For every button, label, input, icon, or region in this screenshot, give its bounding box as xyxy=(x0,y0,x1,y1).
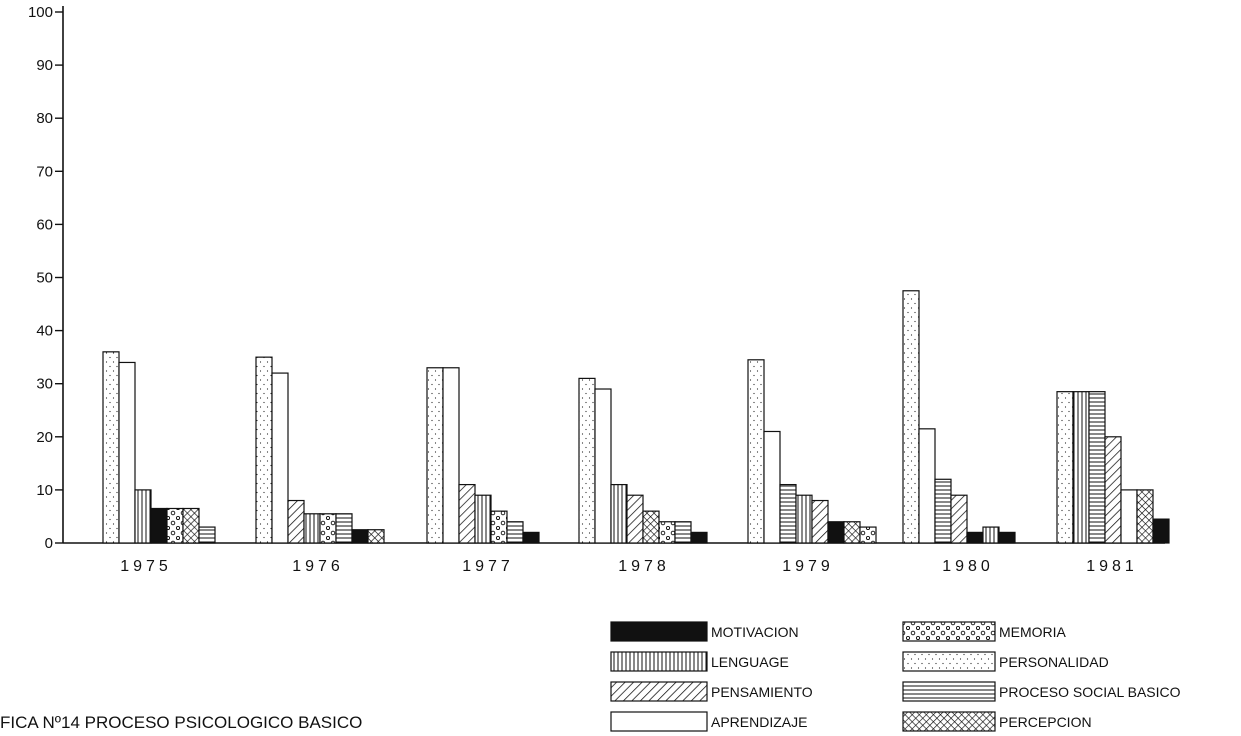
y-tick-label: 10 xyxy=(36,482,53,499)
y-tick-label: 50 xyxy=(36,270,53,287)
bar-personalidad-1977 xyxy=(426,367,444,544)
x-tick-label: 1975 xyxy=(120,558,172,575)
y-tick-label: 20 xyxy=(36,429,53,446)
bar-proceso-social-basico-1977 xyxy=(506,521,524,544)
bar-aprendizaje-1978 xyxy=(594,388,612,544)
bar-lenguage-1979 xyxy=(795,494,813,544)
legend-swatch-percepcion xyxy=(902,711,996,732)
y-tick-label: 80 xyxy=(36,110,53,127)
bar-percepcion-1975 xyxy=(182,507,200,544)
x-tick-label: 1981 xyxy=(1086,558,1138,575)
y-tick-label: 100 xyxy=(28,4,53,21)
bar-percepcion-1979 xyxy=(843,521,861,544)
legend-label-percepcion: PERCEPCION xyxy=(999,714,1092,730)
bar-memoria-1979 xyxy=(859,526,877,544)
bar-lenguage-1981 xyxy=(1072,391,1090,544)
bar-aprendizaje-1975 xyxy=(118,361,136,544)
bar-lenguage-1977 xyxy=(474,494,492,544)
legend-swatch-motivacion xyxy=(610,621,708,642)
bar-percepcion-1978 xyxy=(642,510,660,544)
bar-pensamiento-1978 xyxy=(626,494,644,544)
legend-swatch-aprendizaje xyxy=(610,711,708,732)
bar-motivacion-1981 xyxy=(1152,518,1170,544)
bar-aprendizaje-1981 xyxy=(1120,489,1138,544)
bar-motivacion-1980 xyxy=(966,531,984,544)
bar-proceso-social-basico-1975 xyxy=(198,526,216,544)
bar-personalidad-1981 xyxy=(1056,391,1074,544)
x-tick-label: 1980 xyxy=(942,558,994,575)
bar-motivacion-1978 xyxy=(690,531,708,544)
bar-aprendizaje-1980 xyxy=(918,428,936,544)
y-tick-label: 90 xyxy=(36,57,53,74)
y-tick-label: 70 xyxy=(36,163,53,180)
x-tick-label: 1976 xyxy=(292,558,344,575)
chart-title: FICA Nº14 PROCESO PSICOLOGICO BASICO xyxy=(0,713,362,732)
bar-memoria-1978 xyxy=(658,521,676,544)
bar-personalidad-1976 xyxy=(255,356,273,544)
bar-memoria-1975 xyxy=(166,507,184,544)
legend-label-proceso-social-basico: PROCESO SOCIAL BASICO xyxy=(999,684,1181,700)
y-tick-label: 0 xyxy=(45,535,53,552)
legend-label-personalidad: PERSONALIDAD xyxy=(999,654,1109,670)
x-tick-label: 1978 xyxy=(618,558,670,575)
bar-pensamiento-1977 xyxy=(458,483,476,544)
bar-motivacion-1975 xyxy=(150,507,168,544)
x-tick-label: 1979 xyxy=(782,558,834,575)
legend-label-lenguage: LENGUAGE xyxy=(711,654,789,670)
y-tick-label: 60 xyxy=(36,216,53,233)
legend-swatch-personalidad xyxy=(902,651,996,672)
bar-pensamiento-1979 xyxy=(811,499,829,544)
bar-memoria-1976 xyxy=(319,513,337,544)
bar-personalidad-1978 xyxy=(578,377,596,544)
legend-label-aprendizaje: APRENDIZAJE xyxy=(711,714,807,730)
bar-aprendizaje-1977 xyxy=(442,367,460,544)
bar-pensamiento-1980 xyxy=(950,494,968,544)
bar-aprendizaje-1976 xyxy=(271,372,289,544)
bar-lenguage-1980 xyxy=(982,526,1000,544)
legend-swatch-lenguage xyxy=(610,651,708,672)
bar-motivacion-1979 xyxy=(827,521,845,544)
bar-lenguage-1975 xyxy=(134,489,152,544)
bar-percepcion-1981 xyxy=(1136,489,1154,544)
bar-motivacion-1977 xyxy=(522,531,540,544)
bar-lenguage-1978 xyxy=(610,483,628,544)
x-tick-label: 1977 xyxy=(462,558,514,575)
bar-proceso-social-basico-1976 xyxy=(335,513,353,544)
bars xyxy=(102,290,1170,544)
bar-memoria-1977 xyxy=(490,510,508,544)
legend-swatch-memoria xyxy=(902,621,996,642)
bar-personalidad-1975 xyxy=(102,351,120,544)
y-tick-label: 30 xyxy=(36,376,53,393)
bar-pensamiento-1976 xyxy=(287,499,305,544)
bar-motivacion-1976 xyxy=(351,529,369,544)
bar-proceso-social-basico-1981 xyxy=(1088,391,1106,544)
bar-personalidad-1980 xyxy=(902,290,920,544)
axes: 0 10 20 30 40 50 60 70 80 90 100 1975 1976 1977 1978 19… xyxy=(28,4,1165,575)
bar-personalidad-1979 xyxy=(747,359,765,544)
bar-proceso-social-basico-1979 xyxy=(779,483,797,544)
bar-percepcion-1976 xyxy=(367,529,385,544)
y-tick-label: 40 xyxy=(36,323,53,340)
bar-proceso-social-basico-1980 xyxy=(934,478,952,544)
bar-pensamiento-1981 xyxy=(1104,436,1122,544)
legend-swatch-pensamiento xyxy=(610,681,708,702)
bar-proceso-social-basico-1978 xyxy=(674,521,692,544)
bar-lenguage-1976 xyxy=(303,513,321,544)
legend-label-motivacion: MOTIVACION xyxy=(711,624,799,640)
legend-label-pensamiento: PENSAMIENTO xyxy=(711,684,813,700)
bar-aprendizaje-1979 xyxy=(763,430,781,544)
legend: MOTIVACION LENGUAGE PENSAMIENTO APRENDIZAJE… xyxy=(610,621,1181,732)
legend-swatch-proceso-social-basico xyxy=(902,681,996,702)
bar-motivacion-1980 xyxy=(998,531,1016,544)
legend-label-memoria: MEMORIA xyxy=(999,624,1067,640)
